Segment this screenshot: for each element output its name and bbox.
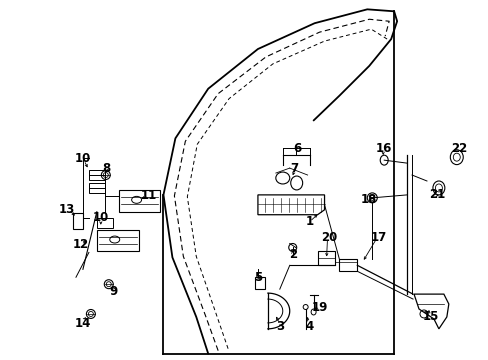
Text: 7: 7 bbox=[290, 162, 298, 175]
Text: 13: 13 bbox=[59, 203, 75, 216]
Text: 10: 10 bbox=[93, 211, 109, 224]
Text: 3: 3 bbox=[275, 320, 283, 333]
Text: 1: 1 bbox=[305, 215, 313, 228]
Text: 16: 16 bbox=[375, 142, 391, 155]
Text: 20: 20 bbox=[321, 231, 337, 244]
Text: 11: 11 bbox=[140, 189, 156, 202]
Text: 5: 5 bbox=[253, 271, 262, 284]
Text: 15: 15 bbox=[422, 310, 438, 323]
Text: 17: 17 bbox=[370, 231, 386, 244]
Text: 19: 19 bbox=[311, 301, 327, 314]
Text: 10: 10 bbox=[75, 152, 91, 165]
Text: 21: 21 bbox=[428, 188, 444, 201]
Text: 18: 18 bbox=[360, 193, 377, 206]
Text: 22: 22 bbox=[450, 142, 466, 155]
Text: 2: 2 bbox=[288, 248, 296, 261]
Text: 4: 4 bbox=[305, 320, 313, 333]
Text: 8: 8 bbox=[102, 162, 111, 175]
Text: 12: 12 bbox=[73, 238, 89, 251]
Text: 9: 9 bbox=[109, 285, 118, 298]
Text: 6: 6 bbox=[293, 142, 301, 155]
Text: 14: 14 bbox=[75, 318, 91, 330]
